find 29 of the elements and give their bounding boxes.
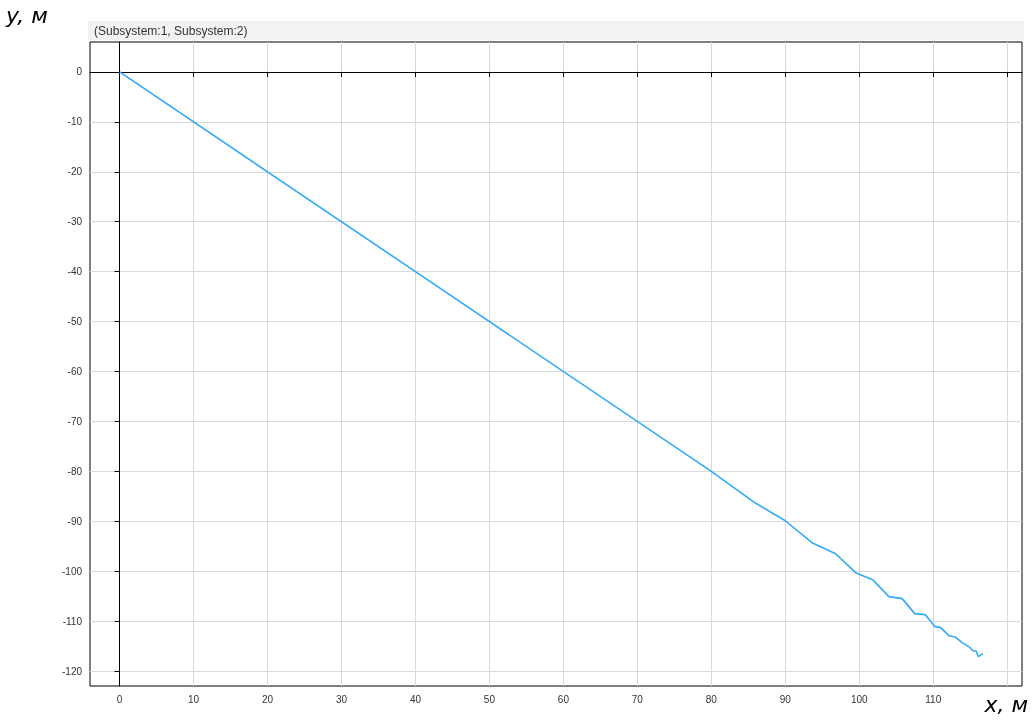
y-tick-label: -80 bbox=[67, 465, 83, 477]
y-tick-label: -20 bbox=[67, 166, 83, 178]
y-tick-label: -50 bbox=[67, 316, 83, 328]
y-tick-label: -70 bbox=[67, 415, 83, 427]
x-tick-label: 60 bbox=[557, 693, 570, 705]
chart-title: (Subsystem:1, Subsystem:2) bbox=[94, 24, 248, 38]
y-tick-label: -110 bbox=[62, 615, 83, 627]
y-tick-label: -10 bbox=[67, 116, 83, 128]
y-tick-label: 0 bbox=[76, 66, 83, 78]
y-tick-label: -90 bbox=[67, 515, 83, 527]
y-tick-label: -60 bbox=[67, 365, 83, 377]
x-tick-label: 0 bbox=[116, 693, 123, 705]
x-tick-label: 90 bbox=[779, 693, 792, 705]
x-tick-label: 40 bbox=[409, 693, 422, 705]
x-tick-label: 30 bbox=[335, 693, 348, 705]
x-tick-label: 80 bbox=[705, 693, 718, 705]
x-tick-label: 50 bbox=[483, 693, 496, 705]
x-tick-label: 100 bbox=[850, 693, 869, 705]
x-tick-label: 110 bbox=[925, 693, 942, 705]
x-tick-label: 20 bbox=[261, 693, 274, 705]
y-tick-label: -120 bbox=[61, 665, 83, 677]
x-tick-label: 70 bbox=[631, 693, 644, 705]
line-series bbox=[118, 71, 984, 658]
x-axis-title: x, м bbox=[983, 691, 1029, 717]
y-tick-label: -30 bbox=[67, 216, 83, 228]
x-tick-label: 10 bbox=[187, 693, 200, 705]
y-axis-title: y, м bbox=[5, 2, 48, 28]
y-tick-label: -40 bbox=[67, 266, 83, 278]
y-tick-label: -100 bbox=[61, 565, 83, 577]
